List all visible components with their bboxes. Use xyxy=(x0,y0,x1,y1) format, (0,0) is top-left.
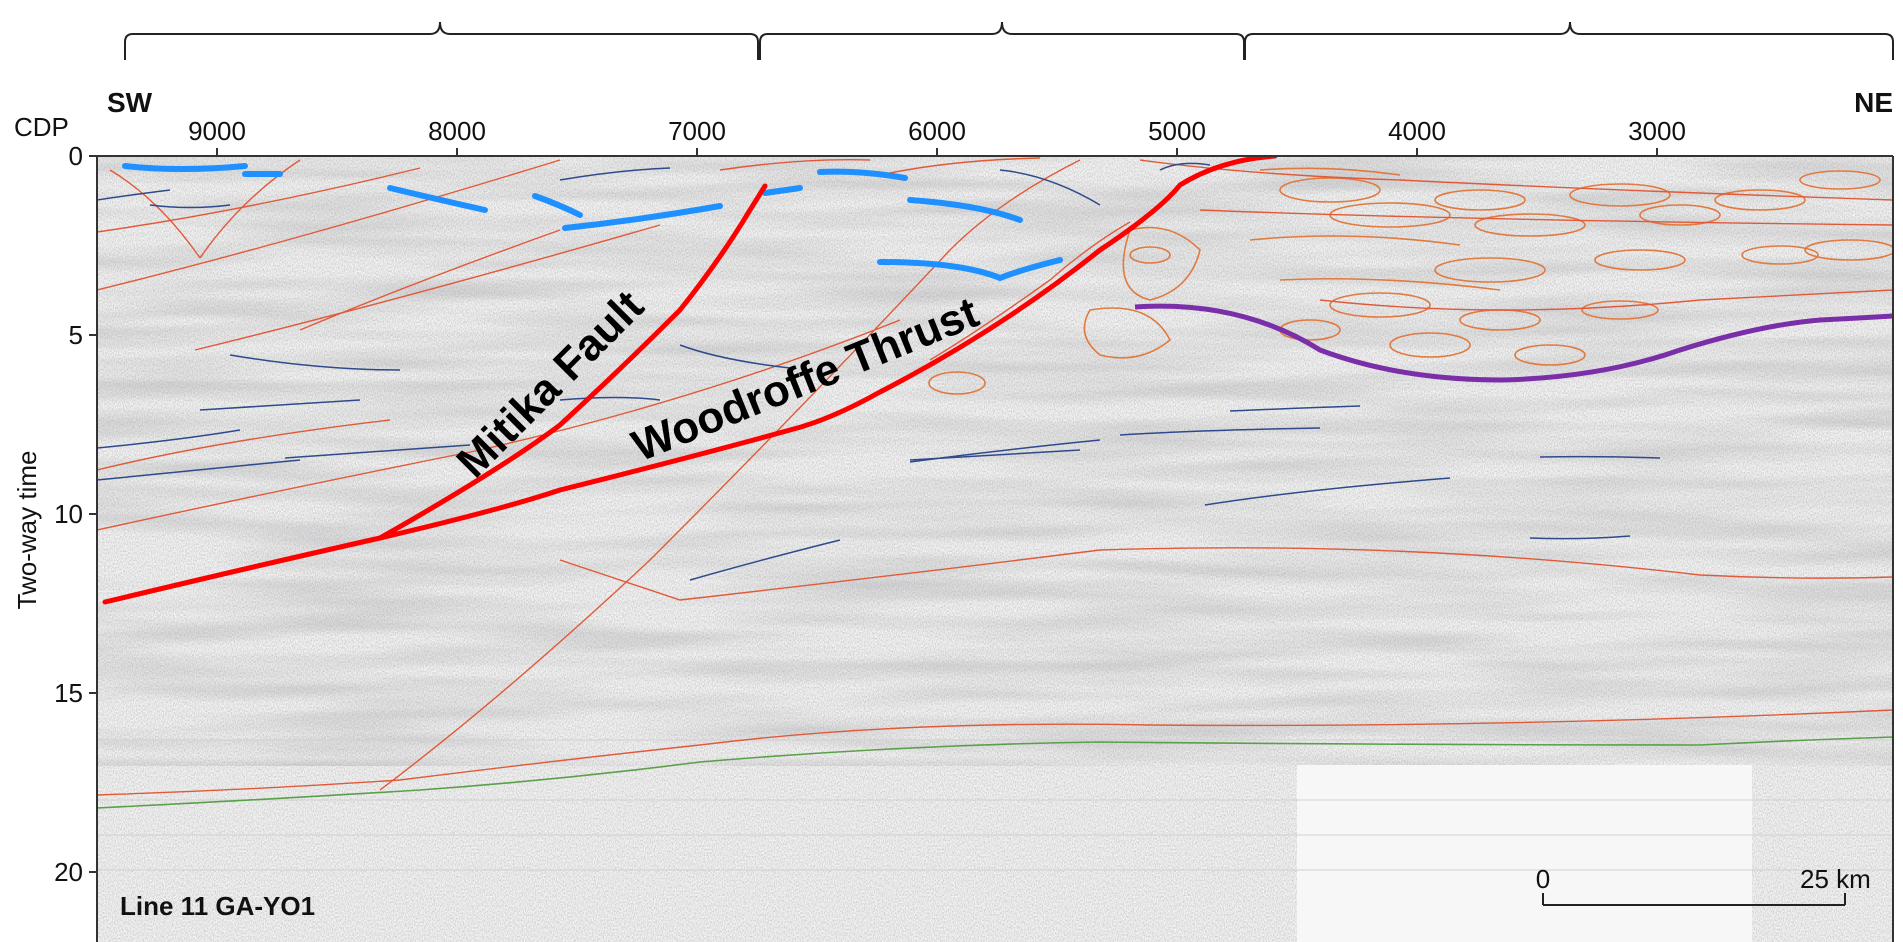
purple-horizon xyxy=(1134,303,1893,383)
thin-reflectors xyxy=(97,162,1661,581)
y-tick-label: 15 xyxy=(54,678,83,708)
y-tick-label: 20 xyxy=(54,857,83,887)
y-axis-label: Two-way time xyxy=(12,451,42,610)
mitika-fault-line xyxy=(377,183,768,541)
plot-area xyxy=(97,156,1893,942)
scale-end-label: 25 km xyxy=(1800,864,1871,894)
x-axis-ticks: 9000 8000 7000 6000 5000 4000 3000 xyxy=(188,116,1686,156)
x-tick-label: 4000 xyxy=(1388,116,1446,146)
horizontal-gridlines xyxy=(97,739,1893,871)
y-tick-label: 0 xyxy=(69,141,83,171)
top-segment-brackets xyxy=(124,21,1894,60)
y-tick-label: 10 xyxy=(54,499,83,529)
thick-reflectors xyxy=(122,163,1063,282)
y-tick-label: 5 xyxy=(69,320,83,350)
major-faults xyxy=(102,156,1278,605)
x-tick-label: 3000 xyxy=(1628,116,1686,146)
bracket-3 xyxy=(1244,21,1894,60)
scale-bar: 0 25 km xyxy=(1536,864,1871,906)
direction-label-ne: NE xyxy=(1854,87,1893,118)
x-tick-label: 9000 xyxy=(188,116,246,146)
x-tick-label: 6000 xyxy=(908,116,966,146)
blank-region xyxy=(1297,765,1752,942)
minor-faults xyxy=(97,157,1893,796)
x-tick-label: 7000 xyxy=(668,116,726,146)
x-tick-label: 5000 xyxy=(1148,116,1206,146)
x-axis-label: CDP xyxy=(14,112,69,142)
bracket-2 xyxy=(759,21,1245,60)
scale-start-label: 0 xyxy=(1536,864,1550,894)
survey-line-label: Line 11 GA-YO1 xyxy=(120,891,315,921)
direction-label-sw: SW xyxy=(107,87,153,118)
bracket-1 xyxy=(124,21,759,60)
x-tick-label: 8000 xyxy=(428,116,486,146)
green-horizon xyxy=(97,736,1893,809)
